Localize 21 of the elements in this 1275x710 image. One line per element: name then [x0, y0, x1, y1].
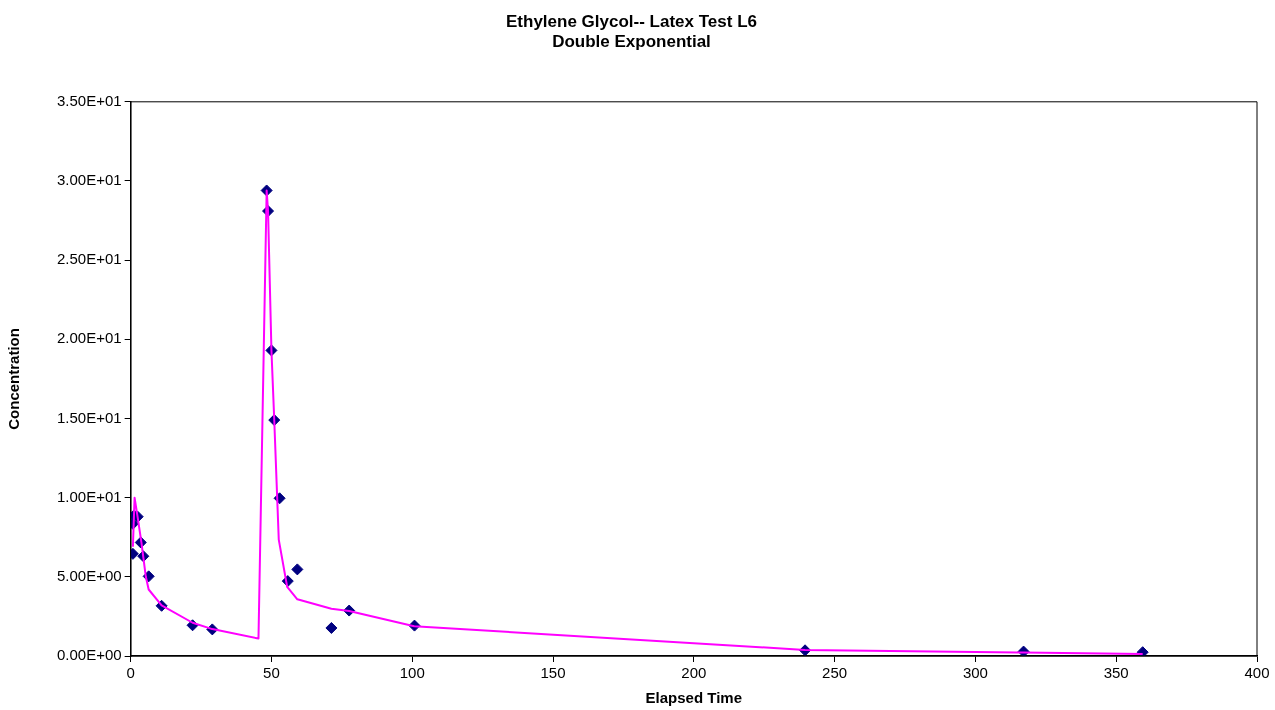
x-tick-label: 50: [263, 664, 280, 682]
y-tick-label: 1.00E+01: [56, 487, 122, 505]
y-tick-label: 3.00E+01: [56, 171, 122, 189]
y-tick-label: 0.00E+00: [56, 646, 122, 664]
y-axis-title: Concentration: [5, 328, 23, 430]
y-tick-label: 2.00E+01: [56, 329, 122, 347]
x-tick-label: 0: [126, 664, 135, 682]
y-tick-label: 5.00E+00: [56, 566, 122, 584]
x-tick-label: 100: [399, 664, 425, 682]
y-tick-label: 3.50E+01: [56, 91, 122, 109]
x-tick-label: 400: [1244, 664, 1270, 682]
y-tick-label: 1.50E+01: [56, 408, 122, 426]
x-tick-label: 300: [962, 664, 988, 682]
y-tick-label: 2.50E+01: [56, 250, 122, 268]
chart-title: Ethylene Glycol-- Latex Test L6: [506, 11, 757, 31]
x-axis-title: Elapsed Time: [645, 689, 743, 707]
x-tick-label: 250: [822, 664, 848, 682]
chart-subtitle: Double Exponential: [552, 32, 711, 52]
x-tick-label: 350: [1103, 664, 1129, 682]
x-tick-label: 200: [681, 664, 707, 682]
x-tick-label: 150: [540, 664, 566, 682]
